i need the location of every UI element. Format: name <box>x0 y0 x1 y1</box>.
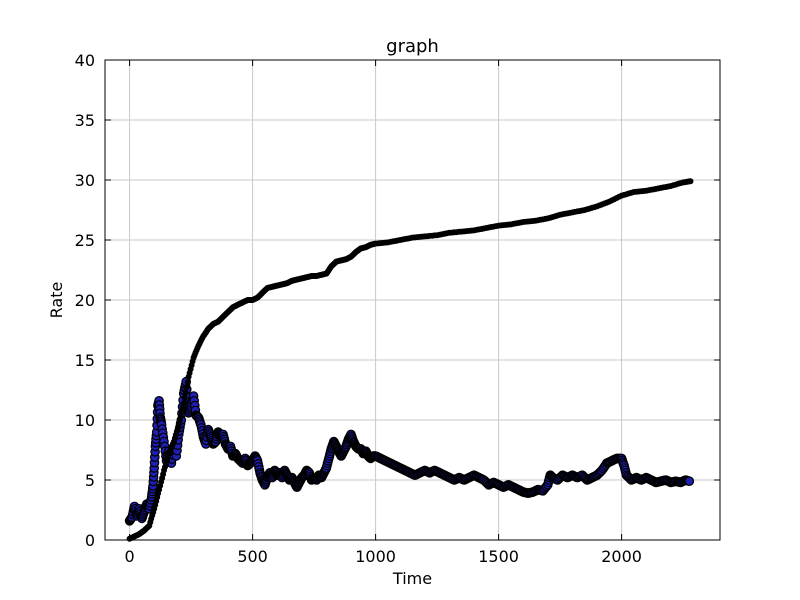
x-axis-label: Time <box>392 569 432 588</box>
y-tick-label: 5 <box>85 471 95 490</box>
data-point <box>180 400 187 407</box>
x-tick-label: 1500 <box>478 547 519 566</box>
data-point <box>184 379 191 386</box>
x-tick-label: 500 <box>237 547 268 566</box>
data-point <box>684 476 695 486</box>
y-tick-label: 35 <box>75 111 95 130</box>
x-tick-label: 1000 <box>355 547 396 566</box>
x-tick-label: 2000 <box>601 547 642 566</box>
series-2 <box>126 178 694 542</box>
y-tick-label: 0 <box>85 531 95 550</box>
y-tick-label: 15 <box>75 351 95 370</box>
y-tick-label: 25 <box>75 231 95 250</box>
data-point <box>687 178 694 185</box>
y-axis-label: Rate <box>47 282 66 319</box>
chart-title: graph <box>386 36 439 57</box>
y-tick-label: 30 <box>75 171 95 190</box>
data-point <box>181 394 188 401</box>
data-point <box>183 384 190 391</box>
y-tick-label: 20 <box>75 291 95 310</box>
axis-ticks: 0 500 1000 1500 2000 0 5 10 15 20 25 30 35 40 <box>75 51 720 566</box>
x-tick-label: 0 <box>125 547 135 566</box>
data-point <box>182 389 189 396</box>
y-tick-label: 40 <box>75 51 95 70</box>
y-tick-label: 10 <box>75 411 95 430</box>
data-points <box>124 178 695 542</box>
